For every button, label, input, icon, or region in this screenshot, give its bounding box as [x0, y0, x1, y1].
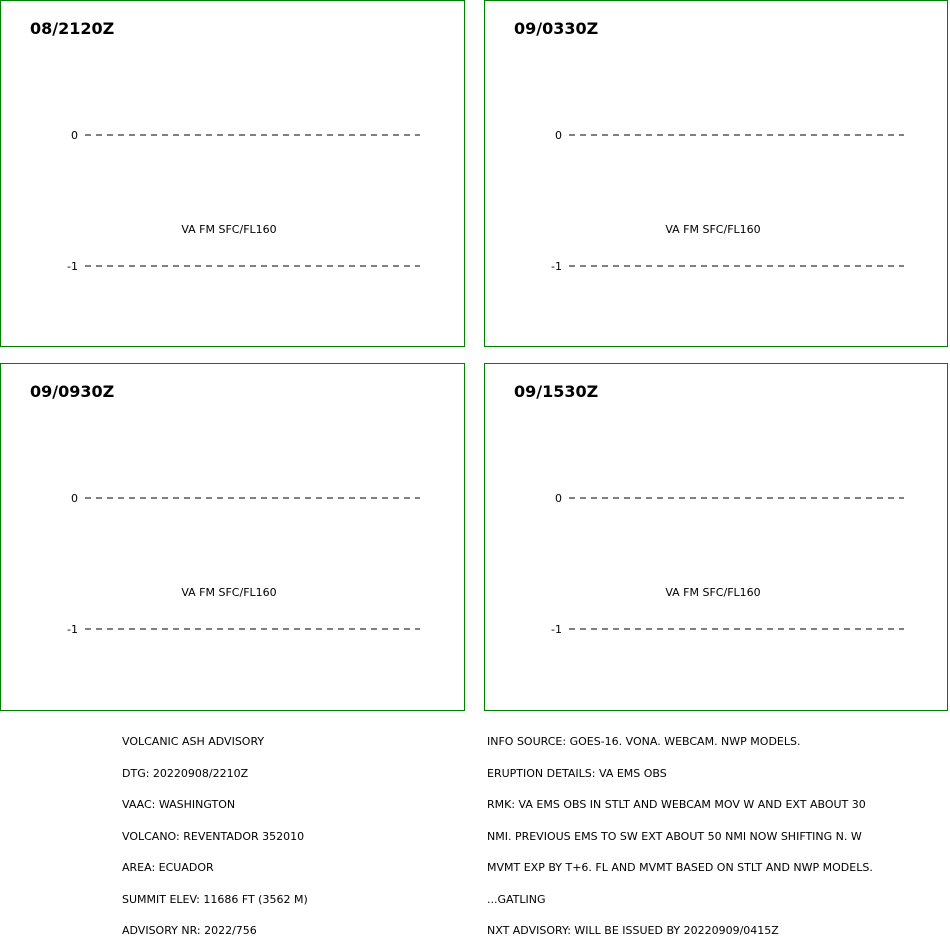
panel-border [0, 0, 465, 347]
advisory-line: INFO SOURCE: GOES-16. VONA. WEBCAM. NWP … [487, 735, 801, 748]
advisory-text-left: VOLCANIC ASH ADVISORY DTG: 20220908/2210… [122, 716, 308, 947]
advisory-line: AREA: ECUADOR [122, 861, 214, 874]
lat-tick-label: -1 [551, 260, 562, 273]
advisory-line: ERUPTION DETAILS: VA EMS OBS [487, 766, 667, 780]
lat-tick-label: 0 [555, 492, 562, 505]
panel-time-label: 09/0330Z [514, 19, 598, 38]
ash-level-label: VA FM SFC/FL160 [665, 586, 760, 599]
panel-time-label: 08/2120Z [30, 19, 114, 38]
ash-level-label: VA FM SFC/FL160 [665, 223, 760, 236]
ash-level-label: VA FM SFC/FL160 [181, 223, 276, 236]
panel-time-label: 09/1530Z [514, 382, 598, 401]
advisory-line: NMI. PREVIOUS EMS TO SW EXT ABOUT 50 NMI… [487, 829, 862, 843]
advisory-text-right: INFO SOURCE: GOES-16. VONA. WEBCAM. NWP … [487, 716, 873, 947]
advisory-line: SUMMIT ELEV: 11686 FT (3562 M) [122, 892, 308, 906]
advisory-line: VAAC: WASHINGTON [122, 798, 236, 811]
advisory-line: DTG: 20220908/2210Z [122, 766, 249, 780]
advisory-line: MVMT EXP BY T+6. FL AND MVMT BASED ON ST… [487, 861, 873, 874]
panel-border [484, 0, 948, 347]
advisory-line: VOLCANO: REVENTADOR 352010 [122, 829, 305, 843]
lat-tick-label: 0 [555, 129, 562, 142]
lat-tick-label: 0 [71, 129, 78, 142]
advisory-line: VOLCANIC ASH ADVISORY [122, 735, 265, 748]
lat-tick-label: -1 [67, 260, 78, 273]
ash-level-label: VA FM SFC/FL160 [181, 586, 276, 599]
advisory-line: NXT ADVISORY: WILL BE ISSUED BY 20220909… [487, 924, 779, 937]
advisory-line: ADVISORY NR: 2022/756 [122, 924, 257, 937]
lat-tick-label: 0 [71, 492, 78, 505]
advisory-line: RMK: VA EMS OBS IN STLT AND WEBCAM MOV W… [487, 798, 866, 811]
advisory-line: ...GATLING [487, 892, 546, 906]
panel-time-label: 09/0930Z [30, 382, 114, 401]
lat-tick-label: -1 [551, 623, 562, 636]
lat-tick-label: -1 [67, 623, 78, 636]
panel-border [0, 363, 465, 711]
panel-border [484, 363, 948, 711]
